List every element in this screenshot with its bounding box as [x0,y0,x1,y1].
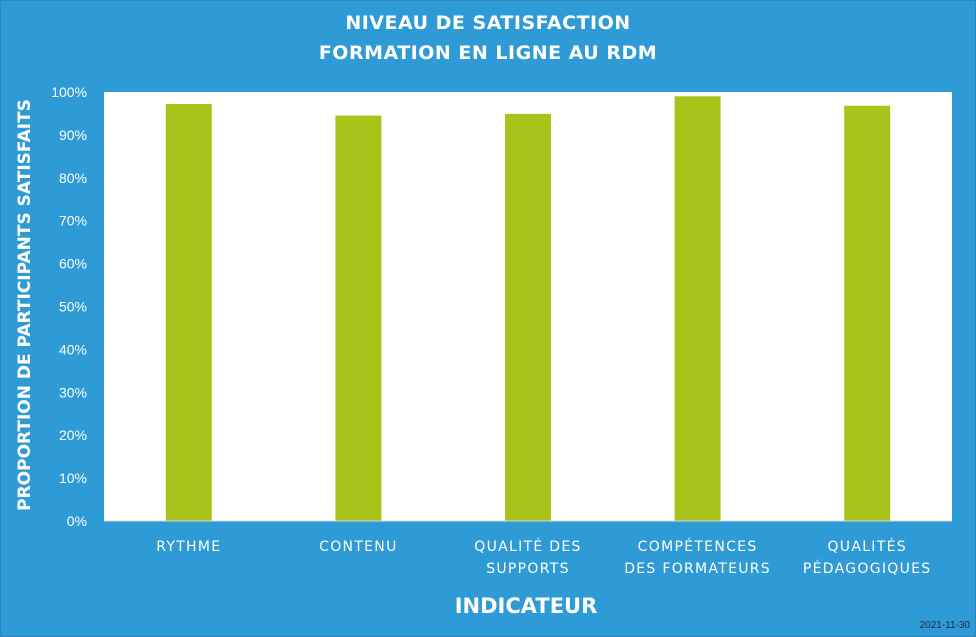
y-tick-label: 0% [67,513,87,529]
y-tick-label: 40% [59,341,87,357]
y-tick-label: 30% [59,384,87,400]
y-tick-label: 10% [59,470,87,486]
bar-1 [165,104,212,522]
y-tick-label: 100% [51,84,87,100]
y-tick-label: 80% [59,170,87,186]
x-category-label: QUALITÉ DES SUPPORTS [474,538,581,577]
x-axis-label: INDICATEUR [454,594,598,618]
bar-5 [844,105,891,521]
chart-title-line-2: FORMATION EN LIGNE AU RDM [318,42,658,64]
y-tick-label: 20% [59,427,87,443]
x-category-label: CONTENU [319,539,398,555]
x-category-label: RYTHME [156,539,221,555]
y-tick-label: 90% [59,127,87,143]
bar-4 [674,96,721,521]
x-category-label: QUALITÉS PÉDAGOGIQUES [803,538,932,577]
date-stamp: 2021-11-30 [919,620,970,631]
y-tick-label: 70% [59,213,87,229]
chart-title-line-1: NIVEAU DE SATISFACTION [345,12,631,34]
bar-3 [505,113,551,521]
x-category-label: COMPÉTENCES DES FORMATEURS [624,538,771,577]
bar-2 [335,115,382,521]
y-tick-label: 60% [59,256,87,272]
y-tick-label: 50% [59,299,87,315]
